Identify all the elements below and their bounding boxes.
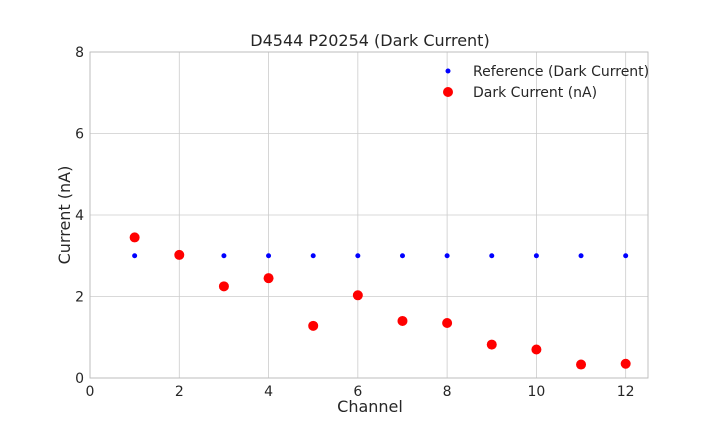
data-point: [442, 317, 453, 328]
data-point: [266, 253, 272, 259]
data-point: [578, 253, 584, 259]
x-tick-label: 8: [443, 384, 452, 400]
x-tick-labels: 0 2 4 6 8 10 12: [86, 384, 635, 400]
data-point: [308, 320, 319, 331]
legend-marker: [443, 87, 453, 97]
data-point: [486, 339, 497, 350]
y-tick-labels: 0 2 4 6 8: [75, 45, 84, 387]
y-tick-label: 4: [75, 208, 84, 224]
legend-label: Reference (Dark Current): [473, 64, 649, 80]
data-point: [399, 253, 405, 259]
data-point: [218, 281, 229, 292]
y-tick-label: 8: [75, 45, 84, 61]
chart-title: D4544 P20254 (Dark Current): [250, 31, 489, 50]
y-tick-label: 2: [75, 290, 84, 306]
legend-label: Dark Current (nA): [473, 85, 597, 101]
data-point: [533, 253, 539, 259]
data-point: [129, 232, 140, 243]
x-tick-label: 6: [353, 384, 362, 400]
legend: Reference (Dark Current) Dark Current (nA…: [443, 64, 649, 101]
data-point: [444, 253, 450, 259]
x-tick-label: 2: [175, 384, 184, 400]
data-point: [623, 253, 629, 259]
data-point: [263, 273, 274, 284]
x-tick-label: 10: [527, 384, 545, 400]
y-tick-label: 6: [75, 127, 84, 143]
data-point: [132, 253, 138, 259]
data-point: [310, 253, 316, 259]
y-tick-label: 0: [75, 371, 84, 387]
legend-marker: [445, 68, 451, 74]
data-point: [489, 253, 495, 259]
data-points: [129, 232, 631, 370]
plot-frame: [89, 51, 649, 379]
y-axis-label: Current (nA): [55, 166, 74, 265]
data-point: [576, 359, 587, 370]
x-tick-label: 12: [617, 384, 635, 400]
data-point: [174, 249, 185, 260]
x-axis-label: Channel: [337, 397, 403, 416]
x-tick-label: 4: [264, 384, 273, 400]
data-point: [531, 344, 542, 355]
data-point: [397, 315, 408, 326]
series-2: [129, 232, 631, 370]
data-point: [221, 253, 227, 259]
data-point: [352, 290, 363, 301]
data-point: [355, 253, 361, 259]
x-tick-label: 0: [86, 384, 95, 400]
data-point: [620, 358, 631, 369]
